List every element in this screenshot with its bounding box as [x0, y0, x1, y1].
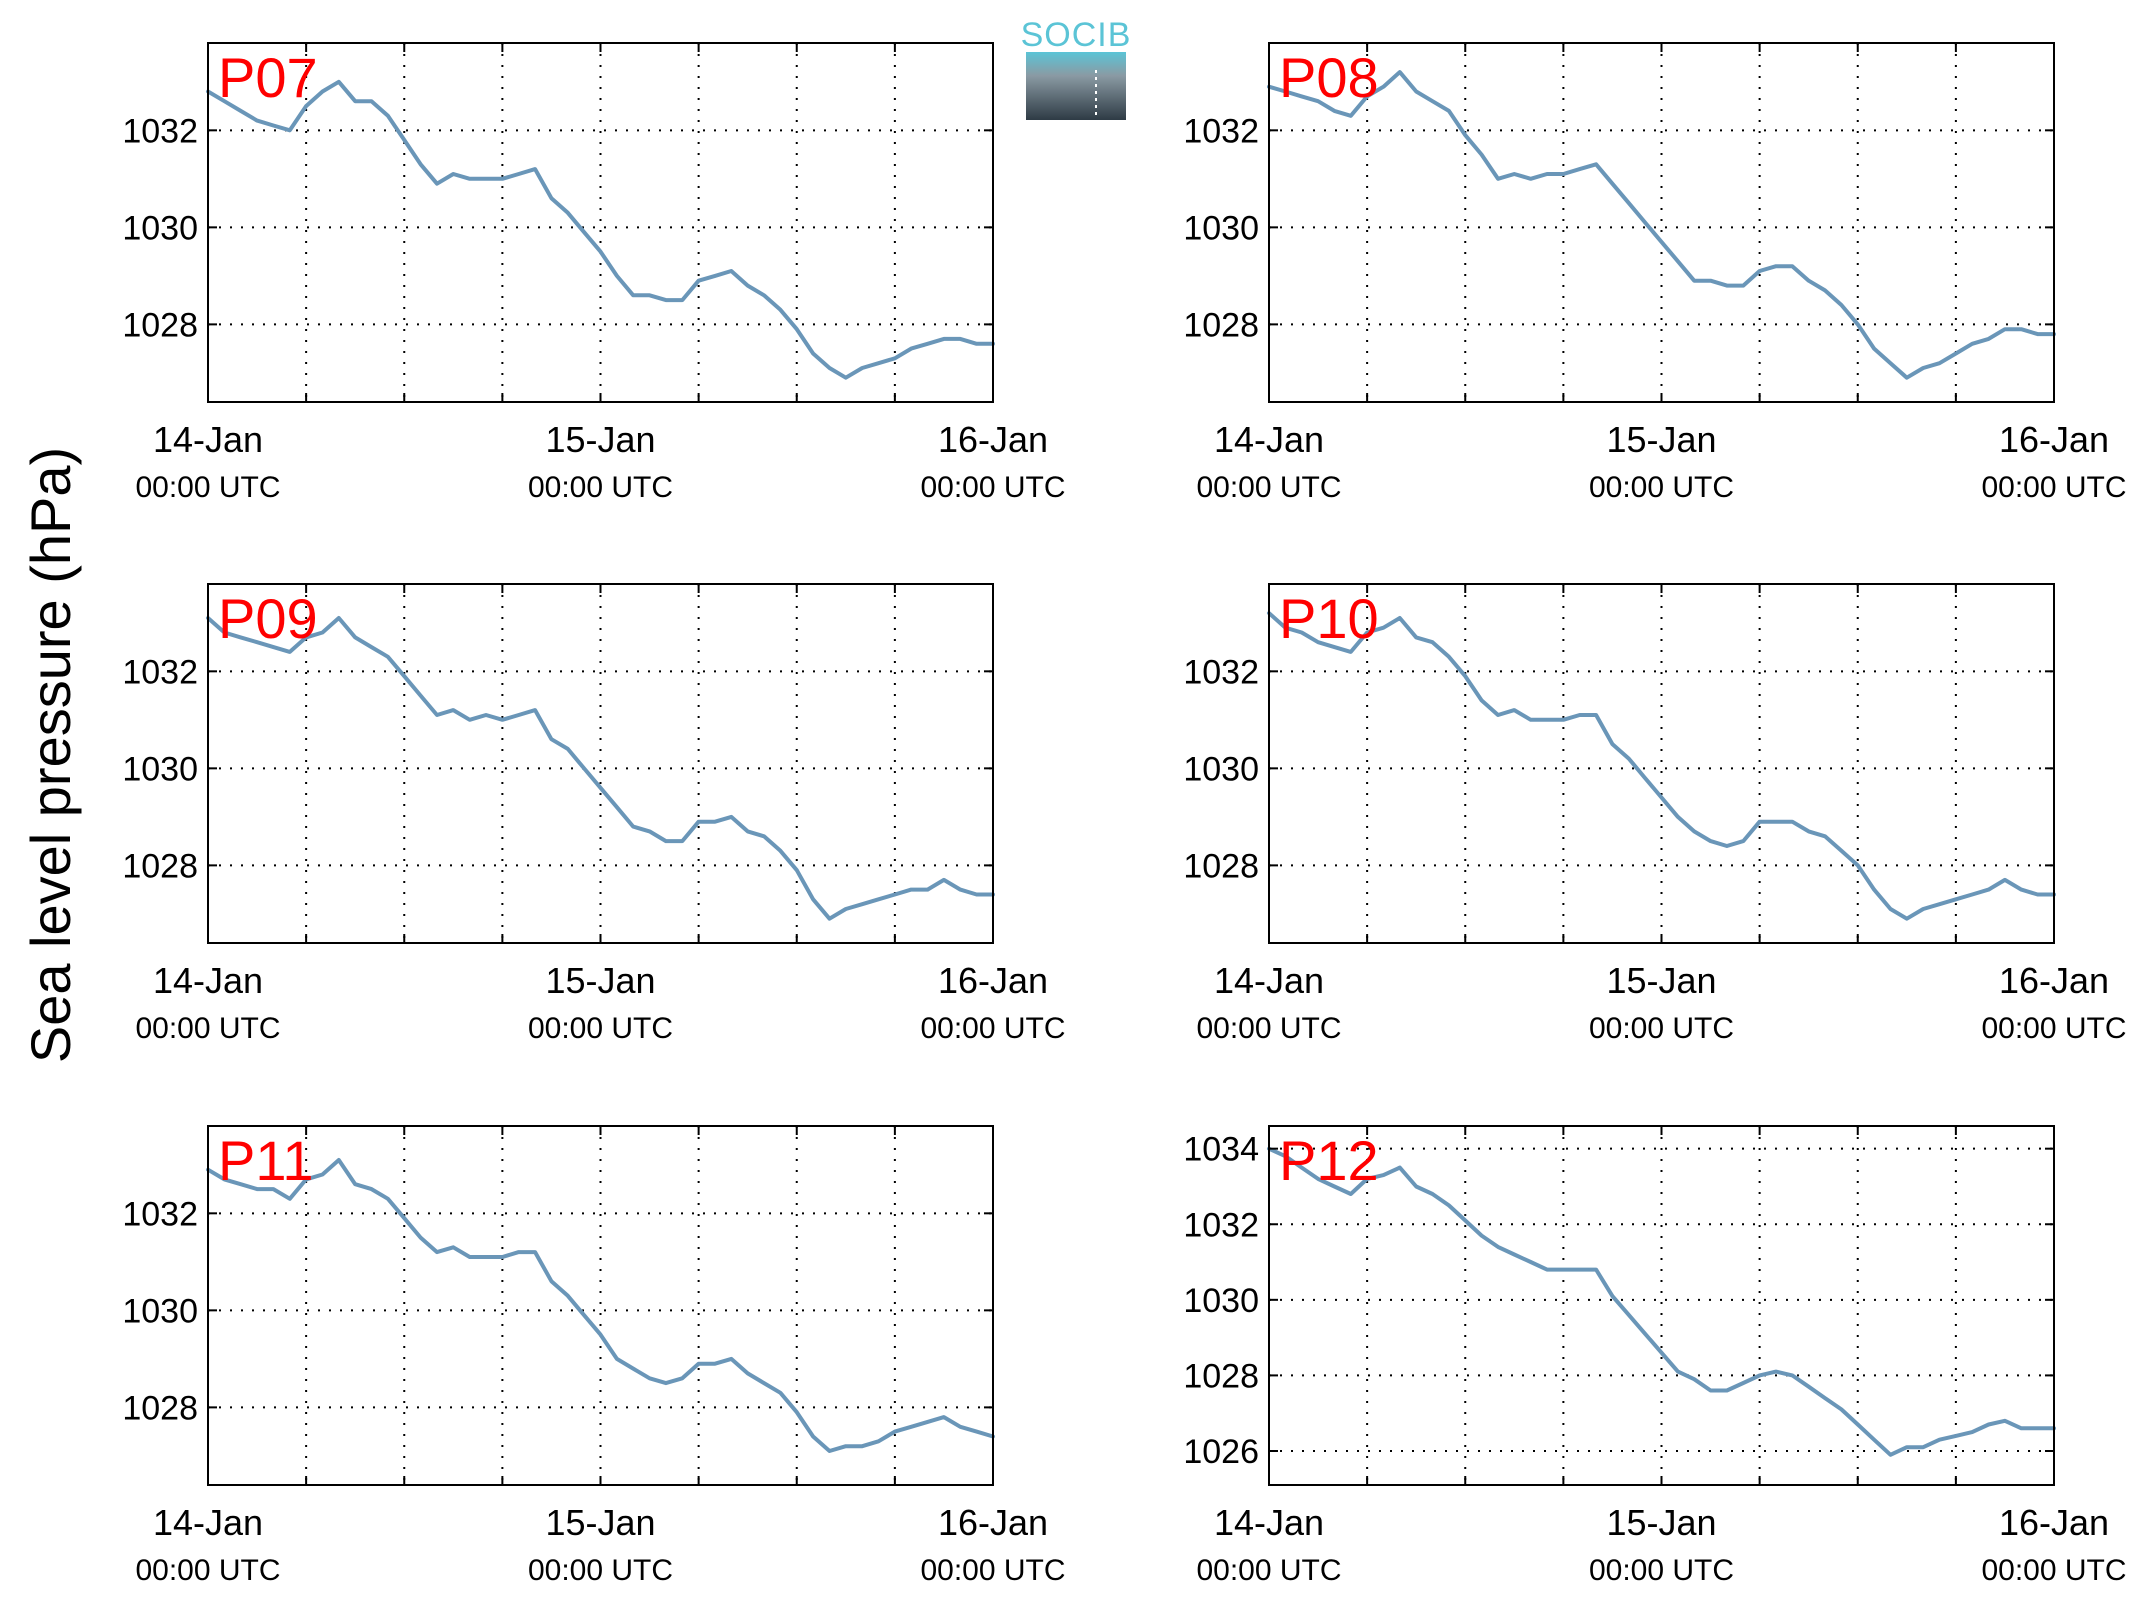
x-tick-label-time: 00:00 UTC — [1589, 1012, 1734, 1045]
pressure-series-line — [206, 616, 995, 921]
y-tick-label: 1032 — [1183, 112, 1259, 150]
y-tick-label: 1030 — [1183, 750, 1259, 788]
panel-label: P10 — [1279, 587, 1379, 650]
x-tick-label-date: 16-Jan — [1999, 960, 2109, 1001]
x-tick-label-time: 00:00 UTC — [135, 1554, 280, 1587]
y-tick-label: 1032 — [1183, 1206, 1259, 1244]
panel-label: P07 — [218, 46, 318, 109]
x-tick-label-time: 00:00 UTC — [920, 1554, 1065, 1587]
pressure-series-line — [1267, 611, 2056, 921]
y-tick-label: 1030 — [122, 1292, 198, 1330]
x-tick-label-date: 14-Jan — [153, 419, 263, 460]
y-tick-label: 1030 — [1183, 1282, 1259, 1320]
x-tick-label-time: 00:00 UTC — [1196, 1554, 1341, 1587]
y-tick-label: 1026 — [1183, 1433, 1259, 1471]
x-tick-label-time: 00:00 UTC — [528, 1012, 673, 1045]
chart-panel-p08: 1028 1030 1032 14-Jan 00:00 UTC 15-Jan 00:00 U… — [1183, 42, 2127, 504]
pressure-series-line — [1267, 1146, 2056, 1457]
chart-panel-p12: 1026 1028 1030 1032 1034 14-Jan 00:00 UTC 15-Ja… — [1183, 1125, 2127, 1587]
x-tick-label-date: 14-Jan — [1214, 419, 1324, 460]
chart-panel-p07: 1028 1030 1032 14-Jan 00:00 UTC 15-Jan 00:00 U… — [122, 42, 1066, 504]
x-tick-label-date: 15-Jan — [545, 419, 655, 460]
panel-label: P09 — [218, 587, 318, 650]
y-tick-label: 1028 — [122, 306, 198, 344]
y-tick-label: 1030 — [122, 750, 198, 788]
x-tick-label-time: 00:00 UTC — [1196, 471, 1341, 504]
x-tick-label-time: 00:00 UTC — [1196, 1012, 1341, 1045]
x-tick-label-time: 00:00 UTC — [1589, 1554, 1734, 1587]
x-tick-label-date: 15-Jan — [545, 1502, 655, 1543]
x-tick-label-date: 16-Jan — [938, 419, 1048, 460]
pressure-series-line — [1267, 70, 2056, 380]
y-tick-label: 1030 — [122, 209, 198, 247]
y-tick-label: 1028 — [1183, 1357, 1259, 1395]
y-tick-label: 1028 — [1183, 847, 1259, 885]
chart-panel-p10: 1028 1030 1032 14-Jan 00:00 UTC 15-Jan 00:00 U… — [1183, 583, 2127, 1045]
y-tick-label: 1028 — [122, 847, 198, 885]
y-tick-label: 1034 — [1183, 1131, 1259, 1169]
x-tick-label-date: 14-Jan — [1214, 960, 1324, 1001]
logo-mark — [1026, 52, 1126, 120]
y-tick-label: 1032 — [122, 112, 198, 150]
x-tick-label-date: 15-Jan — [545, 960, 655, 1001]
x-tick-label-date: 16-Jan — [1999, 419, 2109, 460]
x-tick-label-time: 00:00 UTC — [1981, 1012, 2126, 1045]
y-tick-label: 1028 — [122, 1389, 198, 1427]
x-tick-label-time: 00:00 UTC — [1981, 471, 2126, 504]
pressure-series-line — [206, 79, 995, 380]
x-tick-label-date: 15-Jan — [1606, 1502, 1716, 1543]
x-tick-label-time: 00:00 UTC — [920, 471, 1065, 504]
x-tick-label-date: 14-Jan — [1214, 1502, 1324, 1543]
y-tick-label: 1028 — [1183, 306, 1259, 344]
panels: 1028 1030 1032 14-Jan 00:00 UTC 15-Jan 00:00 U… — [122, 42, 2127, 1587]
y-tick-label: 1030 — [1183, 209, 1259, 247]
y-tick-label: 1032 — [1183, 653, 1259, 691]
x-tick-label-date: 16-Jan — [938, 1502, 1048, 1543]
x-tick-label-date: 15-Jan — [1606, 960, 1716, 1001]
x-tick-label-time: 00:00 UTC — [1589, 471, 1734, 504]
x-tick-label-date: 15-Jan — [1606, 419, 1716, 460]
x-tick-label-time: 00:00 UTC — [135, 471, 280, 504]
x-tick-label-time: 00:00 UTC — [528, 1554, 673, 1587]
x-tick-label-date: 16-Jan — [938, 960, 1048, 1001]
x-tick-label-time: 00:00 UTC — [920, 1012, 1065, 1045]
panel-label: P08 — [1279, 46, 1379, 109]
y-tick-label: 1032 — [122, 653, 198, 691]
socib-logo: SOCIB — [1021, 16, 1132, 120]
x-tick-label-date: 14-Jan — [153, 960, 263, 1001]
chart-panel-p11: 1028 1030 1032 14-Jan 00:00 UTC 15-Jan 00:00 U… — [122, 1125, 1066, 1587]
y-axis-label: Sea level pressure (hPa) — [19, 447, 82, 1063]
x-tick-label-time: 00:00 UTC — [1981, 1554, 2126, 1587]
x-tick-label-time: 00:00 UTC — [528, 471, 673, 504]
logo-text: SOCIB — [1021, 16, 1132, 54]
chart-panel-p09: 1028 1030 1032 14-Jan 00:00 UTC 15-Jan 00:00 U… — [122, 583, 1066, 1045]
panel-label: P12 — [1279, 1129, 1379, 1192]
panel-label: P11 — [218, 1129, 313, 1192]
x-tick-label-date: 16-Jan — [1999, 1502, 2109, 1543]
x-tick-label-time: 00:00 UTC — [135, 1012, 280, 1045]
pressure-series-line — [206, 1158, 995, 1453]
x-tick-label-date: 14-Jan — [153, 1502, 263, 1543]
y-tick-label: 1032 — [122, 1195, 198, 1233]
